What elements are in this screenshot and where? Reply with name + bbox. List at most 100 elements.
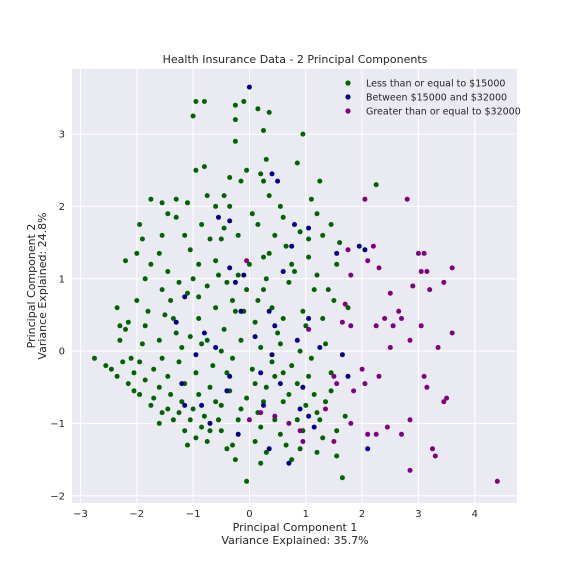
y-tick-label: −2 [50, 491, 65, 502]
data-point-series-1 [182, 294, 188, 300]
data-point-series-0 [297, 446, 303, 452]
data-point-series-0 [286, 392, 292, 397]
data-point-series-0 [331, 298, 337, 303]
data-point-series-0 [204, 193, 210, 199]
data-point-series-0 [216, 272, 221, 278]
chart-title: Health Insurance Data - 2 Principal Comp… [163, 53, 428, 66]
data-point-series-0 [342, 413, 348, 419]
legend: Less than or equal to $15000 Between $15… [345, 79, 521, 118]
x-tick-label: −3 [73, 509, 88, 520]
data-point-series-2 [373, 323, 379, 329]
data-point-series-0 [213, 258, 219, 264]
data-point-series-0 [165, 373, 171, 379]
data-point-series-0 [148, 402, 154, 408]
data-point-series-1 [272, 323, 278, 329]
data-point-series-1 [193, 352, 199, 358]
data-point-series-0 [193, 99, 199, 104]
data-point-series-1 [292, 222, 297, 227]
data-point-series-1 [306, 316, 312, 321]
data-point-series-0 [261, 128, 266, 133]
data-point-series-0 [123, 326, 128, 332]
data-point-series-0 [230, 442, 235, 448]
data-point-series-0 [114, 305, 120, 311]
data-point-series-0 [244, 395, 250, 401]
data-point-series-0 [272, 417, 278, 423]
data-point-series-1 [269, 171, 275, 177]
data-point-series-0 [199, 341, 205, 347]
data-point-series-1 [246, 84, 252, 90]
data-point-series-0 [224, 279, 230, 285]
data-point-series-1 [311, 424, 317, 430]
data-point-series-0 [294, 381, 300, 387]
data-point-series-0 [151, 395, 157, 401]
data-point-series-0 [176, 279, 182, 285]
data-point-series-0 [139, 236, 145, 242]
data-point-series-0 [269, 359, 275, 365]
data-point-series-1 [224, 388, 230, 394]
data-point-series-0 [323, 341, 328, 347]
data-point-series-0 [300, 308, 306, 314]
data-point-series-0 [156, 420, 162, 426]
data-point-series-0 [238, 178, 244, 184]
data-point-series-0 [159, 410, 165, 416]
data-point-series-1 [182, 402, 188, 408]
data-point-series-0 [249, 366, 255, 372]
data-point-series-0 [306, 236, 312, 242]
data-point-series-0 [263, 276, 269, 282]
data-point-series-0 [286, 279, 292, 285]
data-point-series-0 [137, 222, 143, 227]
data-point-series-0 [213, 203, 219, 209]
data-point-series-2 [359, 366, 365, 372]
data-point-series-0 [103, 363, 109, 369]
data-point-series-0 [218, 428, 224, 434]
data-point-series-0 [201, 164, 207, 170]
data-point-series-0 [235, 272, 241, 278]
data-point-series-0 [280, 399, 286, 405]
data-point-series-0 [252, 381, 258, 387]
data-point-series-0 [148, 261, 154, 267]
data-point-series-0 [185, 290, 190, 296]
data-point-series-2 [421, 250, 427, 256]
data-point-series-1 [275, 178, 281, 184]
data-point-series-0 [252, 439, 258, 444]
data-point-series-1 [227, 218, 233, 224]
data-point-series-2 [362, 196, 368, 202]
data-point-series-0 [218, 402, 224, 408]
data-point-series-0 [232, 308, 238, 314]
data-point-series-0 [92, 355, 97, 361]
data-point-series-0 [114, 373, 120, 379]
data-point-series-0 [263, 449, 269, 455]
data-point-series-1 [216, 214, 221, 220]
data-point-series-0 [238, 337, 244, 343]
data-point-series-0 [289, 261, 295, 267]
data-point-series-0 [320, 316, 326, 321]
data-point-series-1 [227, 373, 233, 379]
data-point-series-2 [441, 399, 447, 405]
data-point-series-0 [280, 316, 286, 321]
data-point-series-1 [300, 384, 306, 390]
data-point-series-0 [334, 261, 340, 267]
data-point-series-0 [165, 406, 171, 412]
y-tick-label: 3 [59, 130, 65, 141]
data-point-series-0 [297, 348, 303, 354]
data-point-series-0 [179, 399, 185, 405]
data-point-series-0 [261, 399, 266, 405]
data-point-series-1 [339, 352, 345, 358]
y-tick-label: −1 [50, 419, 65, 430]
x-tick-label: 0 [246, 509, 252, 520]
data-point-series-0 [176, 359, 182, 365]
data-point-series-0 [131, 370, 137, 376]
data-point-series-0 [201, 99, 207, 104]
data-point-series-0 [280, 214, 286, 220]
data-point-series-2 [244, 258, 250, 264]
data-point-series-0 [173, 214, 179, 220]
data-point-series-0 [216, 417, 221, 423]
data-point-series-0 [156, 250, 162, 256]
data-point-series-0 [218, 348, 224, 354]
data-point-series-0 [142, 276, 148, 282]
data-point-series-2 [384, 424, 390, 430]
x-tick-label: 1 [303, 509, 309, 520]
data-point-series-2 [441, 279, 447, 285]
x-tick-label: 3 [415, 509, 421, 520]
